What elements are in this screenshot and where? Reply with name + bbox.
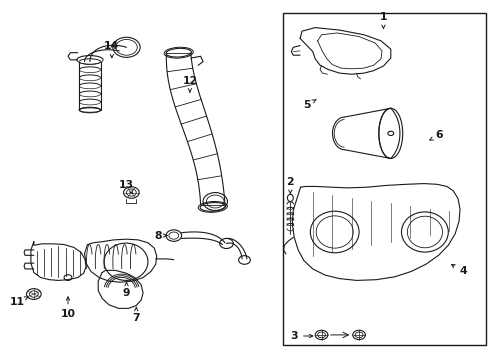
- Text: 4: 4: [451, 265, 466, 276]
- Text: 10: 10: [61, 297, 75, 319]
- Text: 13: 13: [119, 180, 134, 194]
- Text: 12: 12: [182, 76, 197, 92]
- Text: 6: 6: [429, 130, 443, 140]
- Text: 9: 9: [122, 282, 130, 298]
- Text: 3: 3: [290, 331, 312, 341]
- Text: 2: 2: [286, 177, 294, 193]
- Text: 7: 7: [132, 307, 140, 323]
- Text: 14: 14: [104, 41, 119, 58]
- Text: 8: 8: [154, 231, 167, 240]
- Text: 5: 5: [303, 100, 315, 110]
- Bar: [282, 13, 485, 345]
- Text: 11: 11: [9, 297, 28, 307]
- Text: 1: 1: [379, 12, 386, 28]
